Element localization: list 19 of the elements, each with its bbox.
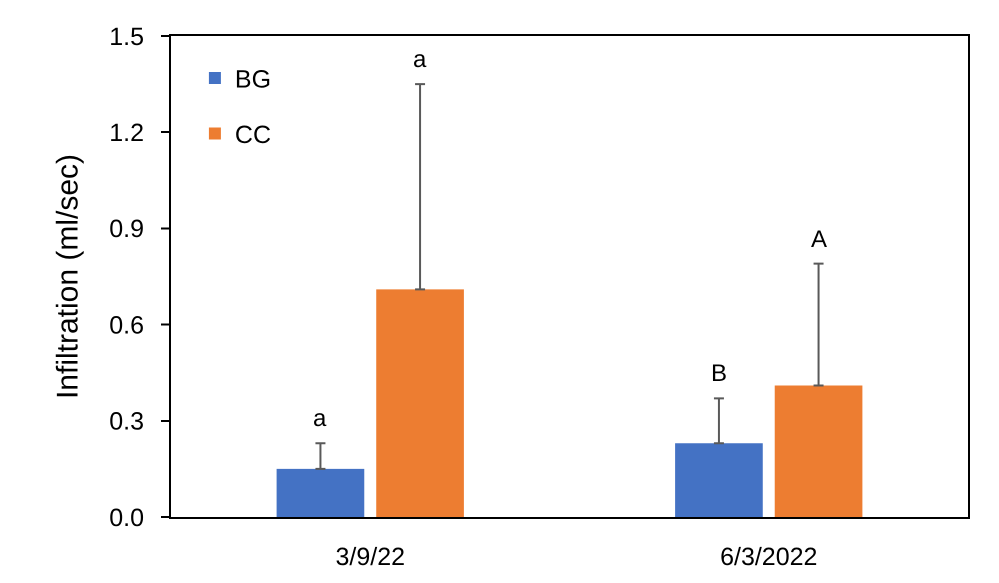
y-tick-label: 1.5 (109, 22, 144, 51)
bar (276, 468, 364, 517)
annotation: B (711, 360, 728, 387)
legend-label: BG (234, 66, 272, 94)
bar (376, 289, 464, 517)
bar (675, 443, 763, 517)
annotation: a (313, 405, 327, 432)
y-tick-label: 0.6 (109, 311, 144, 340)
y-tick-label: 1.2 (109, 118, 144, 147)
x-tick-label: 3/9/22 (335, 543, 406, 571)
legend-label: CC (234, 121, 272, 150)
annotation: A (811, 226, 828, 253)
bar (774, 386, 862, 517)
y-axis-title: Infiltration (ml/sec) (52, 154, 85, 400)
y-tick-label: 0.0 (109, 504, 144, 532)
y-tick-label: 0.3 (109, 408, 144, 436)
x-tick-label: 6/3/2022 (720, 543, 818, 571)
annotation: a (413, 46, 427, 73)
y-tick-label: 0.9 (109, 215, 144, 244)
